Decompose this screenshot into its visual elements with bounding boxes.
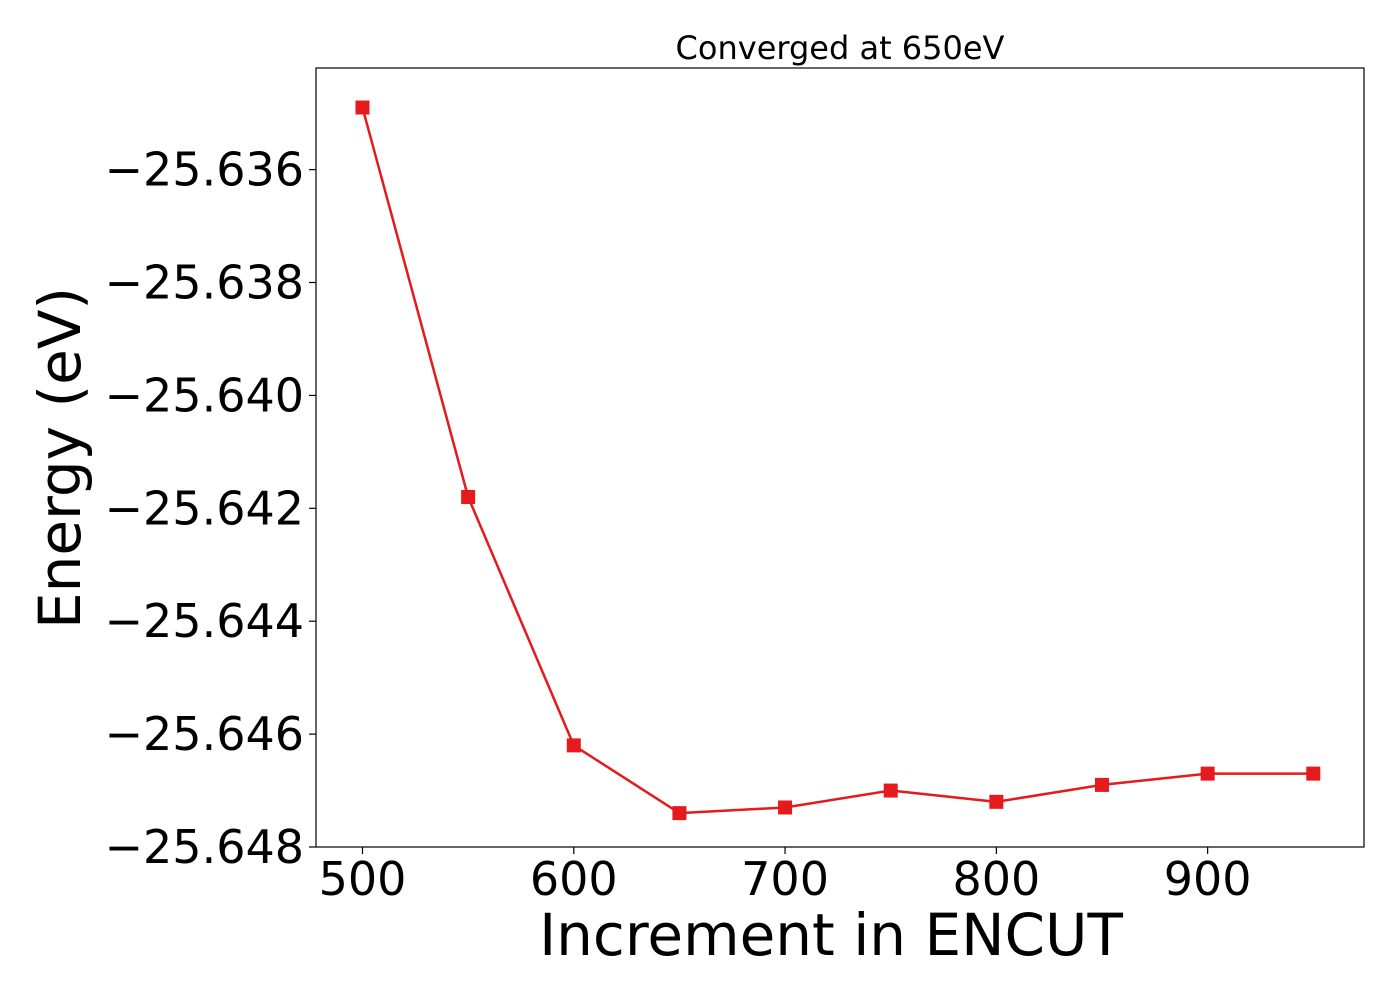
- y-tick-label: −25.646: [105, 707, 305, 761]
- data-point: [778, 800, 793, 815]
- data-point: [1200, 766, 1215, 781]
- x-axis-label: Increment in ENCUT: [539, 901, 1123, 969]
- data-point: [989, 794, 1004, 809]
- data-point: [566, 738, 581, 753]
- series-line: [361, 107, 1314, 815]
- data-point: [461, 490, 476, 505]
- data-point: [883, 783, 898, 798]
- y-tick-label: −25.638: [105, 256, 305, 310]
- x-tick-label: 700: [741, 852, 829, 906]
- plot-frame: [315, 67, 1365, 848]
- x-tick-label: 800: [952, 852, 1040, 906]
- y-tick-label: −25.644: [105, 594, 305, 648]
- chart-title: Converged at 650eV: [676, 29, 1005, 67]
- y-tick-label: −25.640: [105, 368, 305, 422]
- data-point: [1306, 766, 1321, 781]
- y-tick-label: −25.648: [105, 820, 305, 874]
- x-tick-label: 500: [319, 852, 407, 906]
- data-point: [1095, 777, 1109, 792]
- x-tick-label: 600: [530, 852, 618, 906]
- x-axis: 500 600 700 800 900: [319, 847, 1252, 906]
- x-tick-label: 900: [1164, 852, 1252, 906]
- plot-layer: [355, 100, 1321, 821]
- data-point: [355, 100, 370, 115]
- data-point: [672, 806, 687, 821]
- y-axis: −25.636 −25.638 −25.640 −25.642 −25.644 −25.6…: [105, 143, 316, 874]
- y-tick-label: −25.636: [105, 143, 305, 197]
- y-axis-label: Energy (eV): [26, 287, 94, 629]
- y-tick-label: −25.642: [105, 481, 305, 535]
